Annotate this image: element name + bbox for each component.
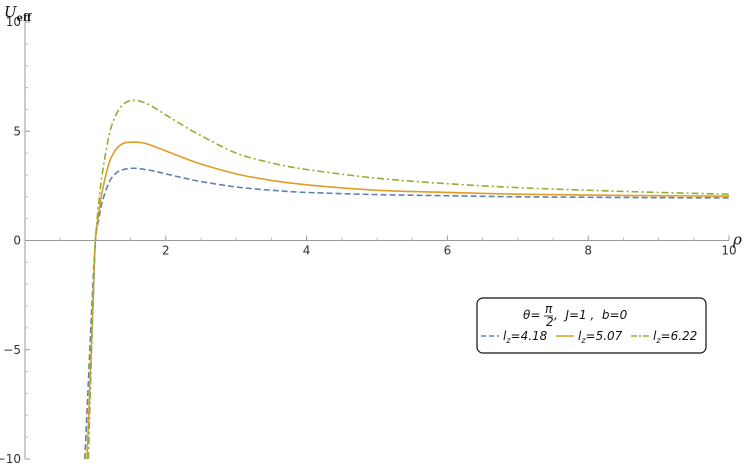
legend-title-two: 2 bbox=[546, 315, 554, 329]
x-tick-label: 4 bbox=[303, 244, 311, 258]
legend-label-sub: z bbox=[580, 336, 586, 345]
legend-title-pi: π bbox=[545, 302, 553, 316]
x-tick-label: 8 bbox=[584, 244, 592, 258]
y-axis-label-main: U bbox=[4, 3, 18, 21]
x-axis-label: ρ bbox=[732, 231, 742, 249]
series-line-2 bbox=[86, 141, 730, 460]
y-tick-label: 10 bbox=[6, 15, 21, 29]
legend-label-sub: z bbox=[505, 336, 511, 345]
series-layer bbox=[84, 99, 730, 460]
legend-label-main: l bbox=[578, 329, 582, 343]
legend-title-theta: θ= bbox=[523, 308, 540, 322]
series-line-3 bbox=[87, 99, 730, 460]
legend-label-main: l bbox=[503, 329, 507, 343]
y-tick-label: 0 bbox=[13, 234, 21, 248]
y-axis-label: Ueff bbox=[4, 3, 32, 24]
y-tick-label: −10 bbox=[0, 452, 21, 466]
legend-box bbox=[476, 297, 707, 354]
y-tick-label: −5 bbox=[3, 343, 21, 357]
legend-label-value: =4.18 bbox=[511, 329, 548, 343]
y-tick-label: 5 bbox=[13, 124, 21, 138]
x-tick-label: 10 bbox=[721, 244, 736, 258]
legend-title: θ= bbox=[523, 308, 540, 322]
legend-label-3: lz=6.22 bbox=[653, 329, 697, 345]
x-tick-label: 2 bbox=[162, 244, 170, 258]
legend: θ= π 2 , J=1 , b=0 lz=4.18 lz=5.07 lz=6.22 bbox=[476, 297, 707, 354]
legend-label-value: =6.22 bbox=[661, 329, 698, 343]
legend-label-value: =5.07 bbox=[586, 329, 623, 343]
legend-label-main: l bbox=[653, 329, 657, 343]
axis-ticks: 2 4 6 8 10 −10 −5 0 5 10 bbox=[0, 15, 737, 466]
legend-label-sub: z bbox=[655, 336, 661, 345]
x-tick-label: 6 bbox=[444, 244, 452, 258]
legend-items: lz=4.18 lz=5.07 lz=6.22 bbox=[481, 329, 697, 345]
legend-label-2: lz=5.07 bbox=[578, 329, 623, 345]
legend-title-rest: , J=1 , b=0 bbox=[554, 308, 628, 322]
legend-label-1: lz=4.18 bbox=[503, 329, 548, 345]
y-axis-label-sub: eff bbox=[17, 13, 32, 24]
series-line-1 bbox=[84, 167, 730, 460]
